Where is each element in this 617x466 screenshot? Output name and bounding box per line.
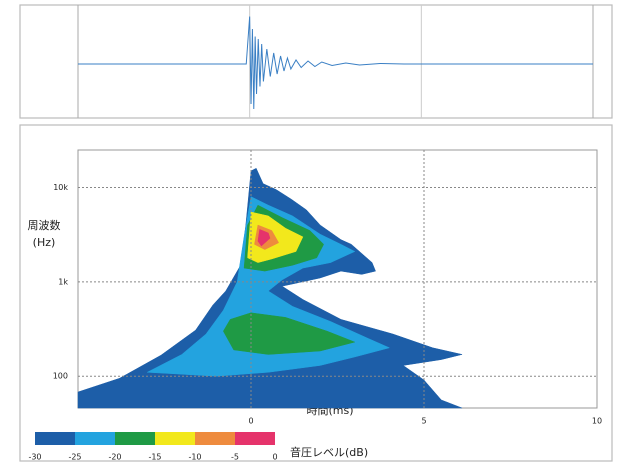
- y-tick-label: 10k: [53, 183, 68, 192]
- x-tick-label: 10: [592, 417, 602, 426]
- waveform: [78, 17, 593, 110]
- colorbar-segment: [75, 432, 115, 445]
- y-tick-label: 1k: [58, 277, 68, 286]
- colorbar-segment: [35, 432, 75, 445]
- y-axis-label: 周波数: [28, 219, 61, 232]
- x-tick-label: 0: [248, 417, 253, 426]
- colorbar-tick-label: -25: [68, 453, 81, 462]
- colorbar-segment: [155, 432, 195, 445]
- colorbar-label: 音圧レベル(dB): [290, 445, 368, 459]
- waveform-frame: [20, 5, 612, 118]
- y-tick-label: 100: [53, 372, 68, 381]
- colorbar-segment: [195, 432, 235, 445]
- colorbar-tick-label: -5: [231, 453, 239, 462]
- chart: 周波数 (Hz) 時間(ms) 音圧レベル(dB) 10k1k1000510-3…: [0, 0, 617, 466]
- colorbar-tick-label: 0: [272, 453, 277, 462]
- colorbar-segment: [115, 432, 155, 445]
- colorbar-tick-label: -30: [28, 453, 41, 462]
- colorbar-tick-label: -20: [108, 453, 121, 462]
- y-axis-label: (Hz): [33, 236, 56, 249]
- colorbar-tick-label: -15: [148, 453, 161, 462]
- colorbar-tick-label: -10: [188, 453, 201, 462]
- x-tick-label: 5: [421, 417, 426, 426]
- colorbar-segment: [235, 432, 275, 445]
